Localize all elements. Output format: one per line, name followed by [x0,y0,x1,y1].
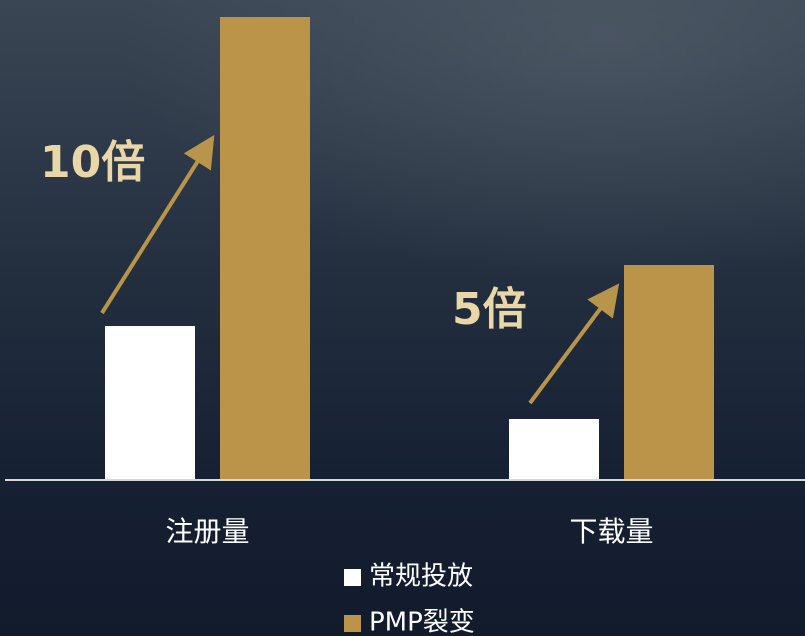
x-tick-label: 下载量 [569,515,653,548]
legend-swatch [344,615,361,632]
bar [105,326,195,480]
legend-label: 常规投放 [369,562,473,592]
annotation: 5倍 [452,284,527,335]
arrow [528,283,620,405]
legend-label: PMP裂变 [369,608,475,636]
bar [509,419,599,480]
bar [624,265,714,480]
legend-swatch [344,569,361,586]
arrow [100,134,215,315]
annotation: 10倍 [40,137,145,188]
bar [220,17,310,480]
x-tick-label: 注册量 [165,515,249,548]
